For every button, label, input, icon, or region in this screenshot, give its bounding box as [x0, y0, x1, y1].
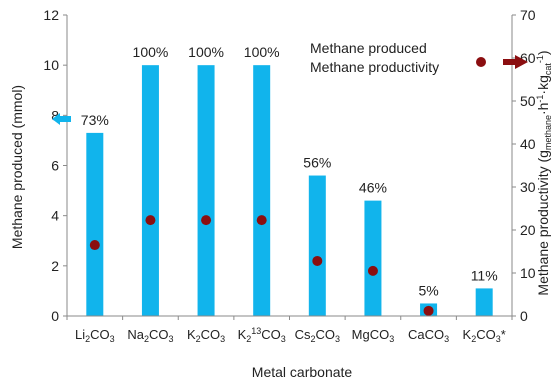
productivity-point — [201, 215, 212, 226]
y2-tick-label: 40 — [520, 136, 536, 152]
right-axis-arrow-icon — [503, 55, 528, 69]
bar-value-label: 100% — [188, 44, 224, 60]
y-tick-label: 12 — [43, 7, 59, 23]
bar — [253, 65, 271, 317]
x-tick-label: Cs2CO3 — [295, 327, 340, 344]
y-tick-label: 4 — [51, 208, 59, 224]
y2-tick-label: 20 — [520, 222, 536, 238]
productivity-point — [423, 305, 434, 316]
bar-value-label: 100% — [133, 44, 169, 60]
labels-layer: 73% 100% 100% 100% 56% 46% 5% 11% Li2CO3 Na2CO3 K2… — [75, 44, 506, 344]
x-tick-label: K2CO3 — [187, 327, 225, 344]
right-axis-marker — [476, 57, 486, 67]
bar — [141, 65, 159, 317]
x-tick-label: MgCO3 — [352, 327, 395, 344]
x-axis-title: Metal carbonate — [252, 364, 353, 380]
productivity-point — [256, 215, 267, 226]
bar — [475, 288, 493, 316]
y-tick-label: 2 — [51, 258, 59, 274]
left-axis-arrow-icon — [52, 113, 71, 125]
bar — [364, 200, 382, 316]
y2-tick-label: 0 — [520, 308, 528, 324]
bar-value-label: 46% — [359, 180, 387, 196]
bar-value-label: 5% — [418, 282, 438, 298]
bar-value-label: 56% — [303, 155, 331, 171]
y-tick-label: 6 — [51, 158, 59, 174]
bar-value-label: 73% — [81, 112, 109, 128]
bar — [86, 132, 104, 316]
y-tick-label: 8 — [51, 107, 59, 123]
x-tick-label: CaCO3 — [408, 327, 449, 344]
x-tick-label: Na2CO3 — [127, 327, 173, 344]
x-tick-label: Li2CO3 — [75, 327, 115, 344]
bar — [308, 175, 326, 316]
y2-tick-label: 30 — [520, 179, 536, 195]
x-tick-label: K2CO3* — [463, 327, 506, 344]
legend: Methane produced Methane productivity — [310, 40, 439, 75]
y2-tick-label: 10 — [520, 265, 536, 281]
legend-entry-methane-produced: Methane produced — [310, 40, 427, 56]
productivity-point — [367, 265, 378, 276]
bars-layer — [86, 65, 493, 317]
productivity-point — [145, 215, 156, 226]
bar — [197, 65, 215, 317]
legend-entry-methane-productivity: Methane productivity — [310, 59, 439, 75]
y2-axis-title: Methane productivity (gmethane·h-1·kgcat… — [535, 50, 553, 295]
y2-tick-label: 70 — [520, 7, 536, 23]
y-axis-title: Methane produced (mmol) — [9, 85, 25, 249]
points-layer — [89, 215, 434, 316]
bar-value-label: 11% — [471, 267, 498, 283]
y2-tick-label: 50 — [520, 93, 536, 109]
y-tick-label: 0 — [51, 308, 59, 324]
productivity-point — [312, 255, 323, 266]
x-tick-label: K213CO3 — [238, 326, 286, 344]
y-tick-label: 10 — [43, 57, 59, 73]
productivity-point — [89, 240, 100, 251]
bar-value-label: 100% — [244, 44, 280, 60]
